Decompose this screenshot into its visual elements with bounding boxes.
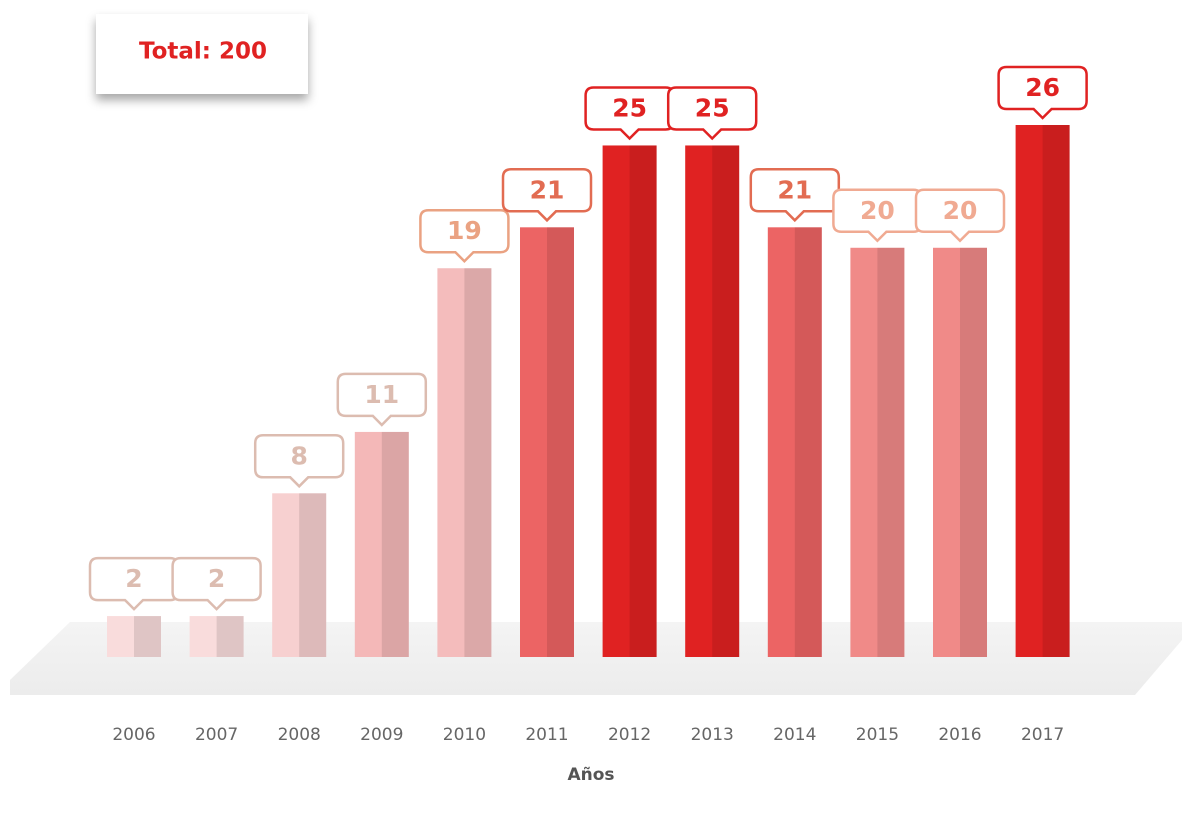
total-box	[96, 14, 308, 94]
value-callout	[419, 208, 510, 263]
value-label: 20	[860, 196, 895, 225]
bar-shade	[794, 227, 822, 658]
x-axis-label: Años	[567, 765, 614, 785]
bar	[602, 145, 657, 657]
value-label: 2	[208, 564, 225, 593]
value-callout	[997, 65, 1088, 120]
bar-shade	[877, 247, 905, 657]
value-callout	[749, 168, 841, 223]
bar-shade	[960, 247, 987, 657]
bar	[767, 227, 822, 658]
value-label: 19	[447, 216, 482, 245]
x-tick-label: 2017	[1021, 725, 1064, 745]
bar-shade	[464, 268, 492, 657]
bar-shade	[134, 616, 161, 657]
bar	[354, 431, 409, 657]
bar-shade	[381, 431, 409, 657]
x-tick-label: 2013	[691, 725, 734, 745]
value-callout	[666, 86, 758, 141]
bar	[272, 493, 327, 657]
x-tick-label: 2011	[525, 725, 568, 745]
bar	[107, 616, 161, 657]
value-label: 21	[777, 175, 812, 204]
bar-shade	[547, 227, 574, 658]
value-callout	[253, 434, 345, 489]
value-label: 25	[695, 93, 730, 122]
bar	[520, 227, 574, 658]
x-tick-label: 2009	[360, 725, 403, 745]
x-tick-label: 2012	[608, 725, 651, 745]
value-callout	[914, 188, 1006, 243]
bar-shade	[1042, 125, 1070, 657]
x-tick-label: 2016	[938, 725, 981, 745]
x-tick-label: 2006	[112, 725, 155, 745]
value-label: 25	[612, 93, 647, 122]
bar	[1015, 125, 1070, 657]
bar	[685, 145, 740, 657]
bar	[437, 268, 492, 657]
value-callout	[171, 556, 262, 611]
value-label: 21	[530, 175, 565, 204]
x-tick-label: 2010	[443, 725, 486, 745]
x-tick-label: 2008	[278, 725, 321, 745]
chart-title: Total: 200	[139, 39, 267, 65]
bar	[189, 616, 244, 657]
bar-shade	[216, 616, 244, 657]
bar	[933, 247, 987, 657]
x-tick-label: 2015	[856, 725, 899, 745]
value-label: 20	[943, 196, 978, 225]
bar	[850, 247, 905, 657]
x-tick-label: 2014	[773, 725, 816, 745]
bar-shade	[629, 145, 657, 657]
value-label: 8	[290, 441, 307, 470]
floor	[10, 622, 1182, 695]
value-label: 2	[125, 564, 142, 593]
value-label: 26	[1025, 73, 1060, 102]
value-label: 11	[364, 380, 399, 409]
bar-shade	[712, 145, 740, 657]
value-callout	[336, 372, 428, 427]
value-callout	[501, 168, 593, 223]
x-tick-label: 2007	[195, 725, 238, 745]
bar-shade	[299, 493, 327, 657]
